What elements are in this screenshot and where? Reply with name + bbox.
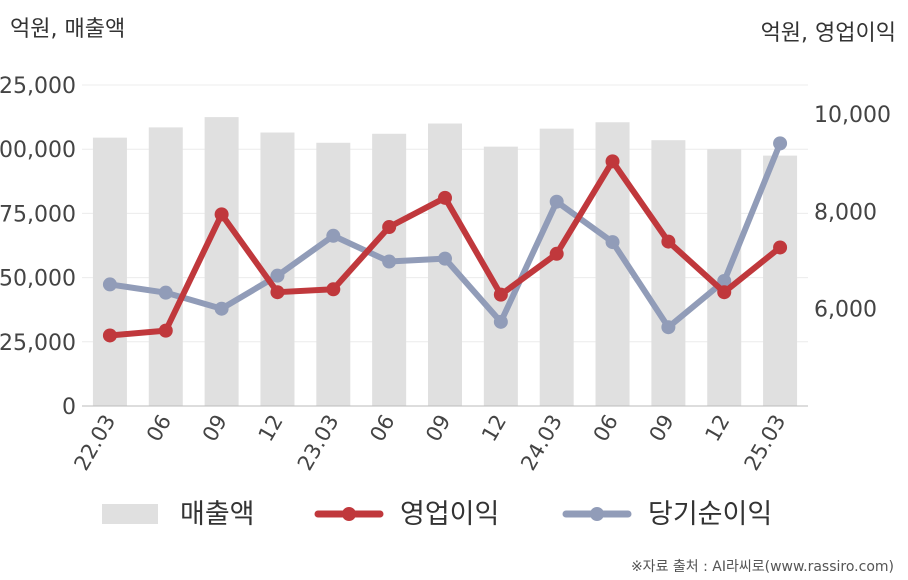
point-net-income xyxy=(214,301,229,316)
legend-label-operating-profit: 영업이익 xyxy=(400,499,499,530)
point-operating-profit xyxy=(661,234,676,249)
x-tick-label: 12 xyxy=(477,411,511,446)
legend-swatch-revenue xyxy=(102,504,158,524)
point-operating-profit xyxy=(773,240,788,255)
x-tick-label: 24.03 xyxy=(516,411,567,475)
point-net-income xyxy=(270,268,285,283)
point-operating-profit xyxy=(102,328,117,343)
point-net-income xyxy=(438,251,452,266)
left-axis-unit: 억원, 매출액 xyxy=(10,17,125,42)
bar-revenue xyxy=(539,128,574,406)
legend-label-revenue: 매출액 xyxy=(180,499,255,530)
x-tick-label: 12 xyxy=(700,411,734,446)
point-operating-profit xyxy=(549,246,564,261)
point-net-income xyxy=(773,136,788,151)
bar-revenue xyxy=(372,133,407,407)
left-tick-label: 50,000 xyxy=(0,267,76,292)
point-net-income xyxy=(493,314,508,329)
x-tick-label: 09 xyxy=(421,411,455,446)
x-tick-label: 09 xyxy=(198,411,232,446)
point-operating-profit xyxy=(326,282,341,297)
left-tick-label: 100,000 xyxy=(0,138,76,163)
legend-marker-net-income xyxy=(590,507,604,521)
legend-marker-operating-profit xyxy=(342,507,356,521)
x-tick-label: 06 xyxy=(142,411,176,446)
x-tick-label: 09 xyxy=(645,411,679,446)
left-tick-label: 75,000 xyxy=(0,202,76,227)
x-tick-label: 23.03 xyxy=(293,411,344,475)
left-tick-label: 125,000 xyxy=(0,74,76,99)
right-axis-unit: 억원, 영업이익 xyxy=(761,21,896,46)
line-series xyxy=(102,136,788,343)
point-net-income xyxy=(605,235,620,250)
point-net-income xyxy=(661,320,676,335)
bar-revenue xyxy=(92,137,127,407)
bar-revenue xyxy=(763,155,798,406)
point-net-income xyxy=(382,254,397,269)
x-tick-label: 06 xyxy=(589,411,623,446)
point-operating-profit xyxy=(605,154,620,169)
x-tick-label: 25.03 xyxy=(740,411,791,475)
point-net-income xyxy=(717,274,732,289)
point-operating-profit xyxy=(717,285,732,300)
left-tick-label: 0 xyxy=(62,395,76,420)
point-net-income xyxy=(158,285,173,300)
x-tick-label: 22.03 xyxy=(69,411,120,475)
point-operating-profit xyxy=(158,323,173,338)
legend-label-net-income: 당기순이익 xyxy=(648,499,772,530)
source-note: ※자료 출처 : AI라씨로(www.rassiro.com) xyxy=(631,559,894,575)
point-net-income xyxy=(326,228,341,243)
point-operating-profit xyxy=(214,207,229,222)
bar-revenue xyxy=(651,140,686,406)
point-operating-profit xyxy=(270,285,285,300)
left-axis-ticks: 0 25,000 50,000 75,000 100,000 125,000 xyxy=(0,74,76,420)
x-tick-label: 12 xyxy=(254,411,288,446)
x-tick-label: 06 xyxy=(365,411,399,446)
right-tick-label: 10,000 xyxy=(814,103,891,128)
point-operating-profit xyxy=(493,287,508,302)
right-tick-label: 6,000 xyxy=(814,298,877,323)
point-net-income xyxy=(549,194,564,209)
legend: 매출액 영업이익 당기순이익 xyxy=(102,499,772,530)
bar-revenue xyxy=(204,117,239,406)
x-axis-ticks: 22.03 06 09 12 23.03 06 09 12 24.03 06 09 12 25.03 xyxy=(69,411,790,475)
right-tick-label: 8,000 xyxy=(814,200,877,225)
point-net-income xyxy=(102,277,117,292)
left-tick-label: 25,000 xyxy=(0,331,76,356)
point-operating-profit xyxy=(382,220,397,235)
right-axis-ticks: 6,000 8,000 10,000 xyxy=(814,103,891,323)
point-operating-profit xyxy=(438,190,452,205)
bar-revenue xyxy=(148,127,183,406)
